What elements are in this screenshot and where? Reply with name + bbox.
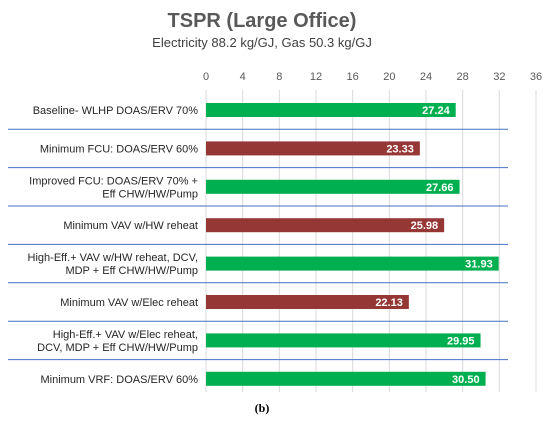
category-label: High-Eff.+ VAV w/Elec reheat, xyxy=(53,329,198,341)
category-labels: Baseline- WLHP DOAS/ERV 70% Minimum FCU: … xyxy=(28,105,199,386)
category-label: Minimum VRF: DOAS/ERV 60% xyxy=(40,374,198,386)
bar-value-label: 22.13 xyxy=(375,297,403,309)
category-label: MDP + Eff CHW/HW/Pump xyxy=(65,265,198,277)
figure-caption: (b) xyxy=(255,401,270,415)
category-label: Baseline- WLHP DOAS/ERV 70% xyxy=(33,105,198,117)
bar-value-label: 29.95 xyxy=(447,335,475,347)
chart-subtitle: Electricity 88.2 kg/GJ, Gas 50.3 kg/GJ xyxy=(152,35,372,50)
x-tick-label: 20 xyxy=(383,71,395,83)
bar xyxy=(206,141,420,156)
bar-value-label: 27.24 xyxy=(422,105,450,117)
category-label: Eff CHW/HW/Pump xyxy=(102,188,198,200)
bars xyxy=(206,103,499,386)
bar-value-label: 30.50 xyxy=(452,374,480,386)
bar xyxy=(206,218,445,233)
gridlines xyxy=(205,90,537,392)
category-label: Improved FCU: DOAS/ERV 70% + xyxy=(29,175,198,187)
category-label: Minimum FCU: DOAS/ERV 60% xyxy=(40,143,198,155)
category-label: High-Eff.+ VAV w/HW reheat, DCV, xyxy=(28,252,198,264)
bar-value-label: 31.93 xyxy=(465,259,493,271)
x-tick-label: 0 xyxy=(203,71,209,83)
x-tick-label: 36 xyxy=(530,71,542,83)
x-tick-label: 28 xyxy=(457,71,469,83)
chart-title: TSPR (Large Office) xyxy=(168,10,357,32)
bar-value-label: 27.66 xyxy=(426,182,454,194)
bar xyxy=(206,179,460,194)
x-tick-label: 32 xyxy=(493,71,505,83)
bar xyxy=(206,295,409,309)
bar xyxy=(206,371,486,386)
x-tick-label: 12 xyxy=(310,71,322,83)
x-tick-label: 4 xyxy=(240,71,246,83)
bar xyxy=(206,103,456,117)
x-tick-label: 24 xyxy=(420,71,432,83)
bar xyxy=(206,333,481,348)
data-labels: 27.24 23.33 27.66 25.98 31.93 22.13 29.95 30.50 xyxy=(375,105,492,386)
x-tick-label: 8 xyxy=(276,71,282,83)
category-label: Minimum VAV w/Elec reheat xyxy=(60,297,198,309)
x-tick-label: 16 xyxy=(347,71,359,83)
bar-value-label: 23.33 xyxy=(386,143,414,155)
bar-value-label: 25.98 xyxy=(411,220,439,232)
category-label: DCV, MDP + Eff CHW/HW/Pump xyxy=(37,342,198,354)
x-axis-ticks: 0 4 8 12 16 20 24 28 32 36 xyxy=(203,71,542,83)
group-separators xyxy=(8,128,508,361)
bar xyxy=(206,256,499,271)
category-label: Minimum VAV w/HW reheat xyxy=(63,220,198,232)
